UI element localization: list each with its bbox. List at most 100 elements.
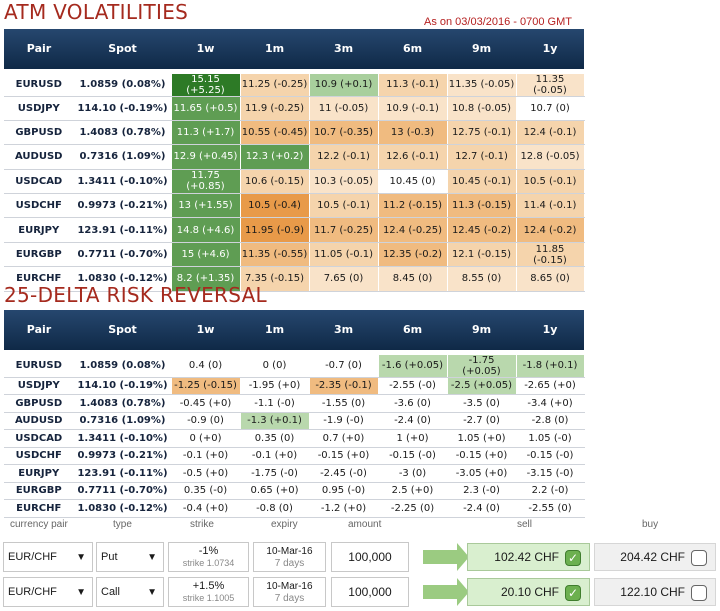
column-header: 3m [309, 29, 378, 71]
value-cell: 12.75 (-0.1) [447, 120, 517, 146]
currency-pair-select[interactable]: EUR/CHF ▼ [3, 542, 93, 572]
value-cell: -3.4 (+0) [516, 394, 585, 413]
value-cell: -0.1 (+0) [240, 447, 310, 465]
buy-price-box[interactable]: 122.10 CHF [594, 578, 716, 606]
value-cell: 11.3 (-0.1) [378, 68, 448, 97]
value-cell: -2.35 (-0.1) [309, 377, 379, 395]
value-cell: 11.25 (-0.25) [240, 68, 310, 97]
value-cell: -2.65 (+0) [516, 377, 585, 395]
spot-cell: 1.0830 (-0.12%) [74, 499, 172, 518]
pair-cell: EURUSD [4, 349, 75, 378]
pair-cell: GBPUSD [4, 394, 75, 413]
spot-cell: 0.7711 (-0.70%) [74, 242, 172, 268]
value-cell: 11.85 (-0.15) [516, 242, 585, 268]
value-cell: 11.35 (-0.55) [240, 242, 310, 268]
value-cell: 12.7 (-0.1) [447, 144, 517, 170]
value-cell: 11.4 (-0.1) [516, 193, 585, 219]
value-cell: 11.65 (+0.5) [171, 96, 241, 121]
strike-sub: strike 1.1005 [182, 593, 235, 603]
value-cell: 12.4 (-0.1) [516, 120, 585, 146]
rr-title: 25-DELTA RISK REVERSAL [4, 283, 267, 307]
sell-header: sell [517, 519, 533, 530]
expiry-field[interactable]: 10-Mar-16 7 days [253, 577, 326, 607]
option-row: EUR/CHF ▼ Put ▼ -1% strike 1.0734 10-Mar-16 7 d… [0, 542, 720, 572]
sell-checkbox[interactable]: ✓ [565, 585, 581, 601]
spot-cell: 1.3411 (-0.10%) [74, 169, 172, 195]
value-cell: -3.15 (-0) [516, 464, 585, 483]
expiry-value: 10-Mar-16 [266, 546, 313, 557]
column-header: Pair [4, 310, 74, 352]
table-row: AUDUSD 0.7316 (1.09%) -0.9 (0) -1.3 (+0.1) -… [4, 412, 585, 430]
expiry-sub: 7 days [274, 558, 305, 569]
type-select[interactable]: Put ▼ [96, 542, 164, 572]
expiry-sub: 7 days [274, 593, 305, 604]
value-cell: -0.5 (+0) [171, 464, 241, 483]
spot-cell: 1.3411 (-0.10%) [74, 429, 172, 448]
buy-price-box[interactable]: 204.42 CHF [594, 543, 716, 571]
column-header: 1y [516, 310, 584, 352]
column-header: 9m [447, 310, 516, 352]
table-row: USDJPY 114.10 (-0.19%) -1.25 (-0.15) -1.95 … [4, 377, 585, 395]
pair-cell: USDCAD [4, 429, 75, 448]
atm-volatility-table: Pair Spot 1w 1m 3m 6m 9m 1y EURUSD 1.0859 (0.08%… [4, 29, 585, 292]
sell-price-box[interactable]: 20.10 CHF ✓ [467, 578, 590, 606]
pair-cell: EURJPY [4, 217, 75, 243]
arrow-right-icon [423, 543, 469, 571]
spot-cell: 1.0859 (0.08%) [74, 68, 172, 97]
buy-price: 204.42 CHF [620, 550, 685, 564]
type-select[interactable]: Call ▼ [96, 577, 164, 607]
value-cell: 11.9 (-0.25) [240, 96, 310, 121]
value-cell: -2.55 (-0) [378, 377, 448, 395]
type-header: type [113, 519, 132, 530]
value-cell: 10.6 (-0.15) [240, 169, 310, 195]
currency-pair-select[interactable]: EUR/CHF ▼ [3, 577, 93, 607]
pair-cell: AUDUSD [4, 144, 75, 170]
value-cell: 1 (+0) [378, 429, 448, 448]
value-cell: -3.05 (+0) [447, 464, 517, 483]
value-cell: -0.15 (+0) [447, 447, 517, 465]
value-cell: 10.5 (-0.1) [309, 193, 379, 219]
value-cell: -0.15 (-0) [516, 447, 585, 465]
value-cell: -1.2 (+0) [309, 499, 379, 518]
table-row: EURGBP 0.7711 (-0.70%) 0.35 (-0) 0.65 (+0) 0… [4, 482, 585, 500]
buy-header: buy [642, 519, 659, 530]
value-cell: 7.65 (0) [309, 266, 379, 292]
expiry-field[interactable]: 10-Mar-16 7 days [253, 542, 326, 572]
value-cell: 10.7 (0) [516, 96, 585, 121]
value-cell: 10.45 (-0.1) [447, 169, 517, 195]
column-header: 1m [240, 29, 309, 71]
value-cell: -1.25 (-0.15) [171, 377, 241, 395]
table-row: EURUSD 1.0859 (0.08%) 15.15 (+5.25) 11.25 (… [4, 68, 585, 97]
spot-cell: 0.9973 (-0.21%) [74, 447, 172, 465]
amount-value: 100,000 [348, 550, 392, 564]
spot-cell: 114.10 (-0.19%) [74, 377, 172, 395]
risk-reversal-table: Pair Spot 1w 1m 3m 6m 9m 1y EURUSD 1.0859 (0.08%… [4, 310, 585, 518]
value-cell: 11.35 (-0.05) [447, 68, 517, 97]
value-cell: 0.4 (0) [171, 349, 241, 378]
column-header: Spot [74, 29, 171, 71]
value-cell: 10.7 (-0.35) [309, 120, 379, 146]
pair-cell: EURGBP [4, 242, 75, 268]
value-cell: 12.4 (-0.25) [378, 217, 448, 243]
pair-cell: EURCHF [4, 499, 75, 518]
amount-field[interactable]: 100,000 [331, 542, 409, 572]
table-row: EURJPY 123.91 (-0.11%) 14.8 (+4.6) 11.95 (-… [4, 217, 585, 243]
value-cell: -1.8 (+0.1) [516, 349, 585, 378]
value-cell: 12.8 (-0.05) [516, 144, 585, 170]
value-cell: -2.4 (0) [447, 499, 517, 518]
strike-field[interactable]: +1.5% strike 1.1005 [168, 577, 249, 607]
pair-cell: AUDUSD [4, 412, 75, 430]
sell-price-box[interactable]: 102.42 CHF ✓ [467, 543, 590, 571]
option-row: EUR/CHF ▼ Call ▼ +1.5% strike 1.1005 10-Mar-16… [0, 577, 720, 607]
strike-field[interactable]: -1% strike 1.0734 [168, 542, 249, 572]
amount-field[interactable]: 100,000 [331, 577, 409, 607]
value-cell: 11.75 (+0.85) [171, 169, 241, 195]
value-cell: 8.45 (0) [378, 266, 448, 292]
buy-checkbox[interactable] [691, 550, 707, 566]
strike-value: -1% [198, 545, 219, 557]
value-cell: 12.1 (-0.15) [447, 242, 517, 268]
buy-checkbox[interactable] [691, 585, 707, 601]
column-header: Pair [4, 29, 74, 71]
sell-checkbox[interactable]: ✓ [565, 550, 581, 566]
pair-cell: EURCHF [4, 266, 75, 292]
